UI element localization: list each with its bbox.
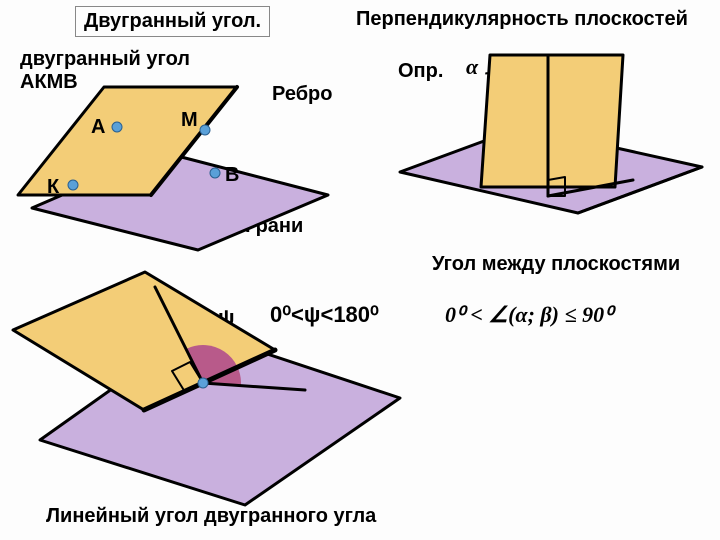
diagrams-canvas: А К М В	[0, 0, 720, 540]
tr-yellow-plane	[481, 55, 623, 187]
point-M	[200, 125, 210, 135]
point-A	[112, 122, 122, 132]
point-K	[68, 180, 78, 190]
label-M: М	[181, 109, 198, 131]
label-A: А	[91, 116, 105, 138]
bl-vertex-point	[198, 378, 208, 388]
label-K: К	[47, 176, 60, 198]
point-V	[210, 168, 220, 178]
label-V: В	[225, 164, 239, 186]
